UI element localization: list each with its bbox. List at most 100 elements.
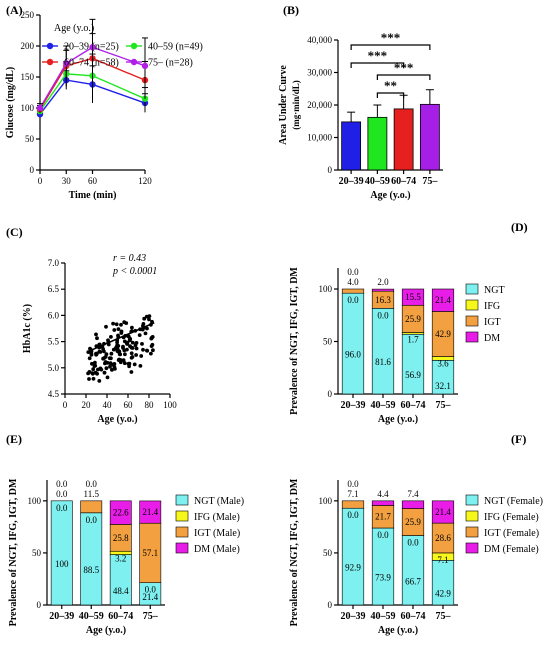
y-tick-label: 0 [30,165,35,175]
scatter-point [114,322,119,327]
legend-label: DM (Male) [194,544,240,555]
legend-label: IFG [484,301,500,312]
x-axis-label: Time (min) [69,190,117,201]
scatter-point [149,351,153,356]
x-tick-label: 75– [436,611,452,622]
data-label-dm: 21.4 [435,295,451,305]
y-tick-label: 150 [21,72,35,82]
stacked-segment-igt [341,288,365,294]
scatter-point [90,361,94,366]
scatter-point [89,352,94,357]
y-tick-label: 50 [323,548,333,558]
legend-swatch [175,542,189,554]
legend-swatch [465,315,479,327]
scatter-point [121,346,125,350]
y-tick-label: 7.0 [48,258,60,268]
scatter-point [109,351,114,356]
data-label-ngt: 81.6 [375,357,391,367]
y-tick-label: 50 [32,548,42,558]
y-tick-label: 250 [21,10,35,20]
x-tick-label: 60–74 [391,176,416,187]
scatter-point [125,347,129,352]
panel-label: (F) [511,432,526,446]
data-label-ifg: 0.0 [377,310,389,320]
series-line [39,57,146,110]
scatter-point [144,314,149,319]
y-tick-label: 4.5 [48,389,60,399]
y-tick-label: 10,000 [307,133,332,143]
legend-label: IFG (Female) [484,512,539,523]
y-tick-label: 200 [21,41,35,51]
scatter-point [134,353,139,357]
scatter-point [130,325,134,330]
scatter-point [127,364,131,369]
data-label-ngt: 88.5 [83,565,99,575]
scatter-point [150,342,155,347]
series-line [39,73,146,112]
scatter-point [150,335,155,339]
stacked-segment-igt [341,500,365,509]
stacked-segment-ngt [80,512,103,606]
legend-label: NGT (Female) [484,496,543,507]
panel-label: (D) [511,220,528,234]
stacked-segment-dm [401,288,425,306]
y-axis-label: Prevalence of NGT, IFG, IGT, DM [289,267,300,415]
scatter-point [104,352,109,357]
scatter-point [141,347,145,352]
scatter-point [116,327,121,331]
stacked-segment-dm [371,288,395,292]
correlation-r: r = 0.43 [113,253,146,264]
scatter-point [114,345,119,349]
y-tick-label: 5.0 [48,363,60,373]
scatter-point [97,379,102,383]
data-label-ngt: 73.9 [375,573,391,583]
data-label-ngt: 32.1 [435,381,451,391]
significance-label: ** [384,78,397,93]
panel-e-prevalence-male: (E)05010020–391000.00.00.040–5988.50.011… [6,432,244,636]
scatter-point [147,317,151,322]
legend-swatch [465,283,479,295]
significance-bracket [350,44,431,50]
legend-swatch-dot [130,42,138,50]
data-label-igt: 7.1 [347,489,358,499]
legend-swatch [465,494,479,506]
significance-label: *** [368,48,388,63]
x-tick-label: 40–59 [371,611,396,622]
scatter-point [129,345,134,350]
y-tick-label: 100 [319,284,333,294]
data-label-igt: 57.1 [142,548,158,558]
scatter-point [107,356,112,361]
legend-swatch [465,542,479,554]
data-point [63,60,70,67]
legend-label: IGT [484,317,501,328]
x-tick-label: 40 [103,400,113,410]
y-tick-label: 6.0 [48,310,60,320]
x-tick-label: 20–39 [49,611,74,622]
data-label-dm: 21.4 [435,507,451,517]
scatter-point [130,340,135,345]
data-label-ifg: 0.0 [86,515,98,525]
x-tick-label: 60 [124,400,134,410]
scatter-point [121,358,126,363]
x-tick-label: 60 [88,176,98,186]
scatter-point [90,371,95,376]
data-label-ifg: 7.1 [437,555,448,565]
data-label-dm: 0.0 [86,479,98,489]
scatter-point [122,339,127,344]
x-axis-label: Age (y.o.) [97,414,137,425]
panel-f-prevalence-female: (F)05010020–3992.90.07.10.040–5973.90.02… [289,432,543,636]
data-label-igt: 42.9 [435,329,451,339]
panel-label: (C) [6,225,23,239]
scatter-point [140,342,144,346]
scatter-point [139,354,144,358]
y-tick-label: 0 [328,165,333,175]
legend-label: NGT (Male) [194,496,244,507]
data-point [36,104,44,112]
scatter-point [134,346,139,351]
scatter-point [116,333,120,338]
data-label-igt: 25.9 [405,517,421,527]
stacked-segment-dm [431,500,455,524]
data-label-igt: 21.7 [375,512,391,522]
panel-c-hba1c-scatter: (C) 4.5 5.0 5.5 6.0 6.5 7.0 0 20 40 60 80 100 Age (y.… [6,225,177,425]
